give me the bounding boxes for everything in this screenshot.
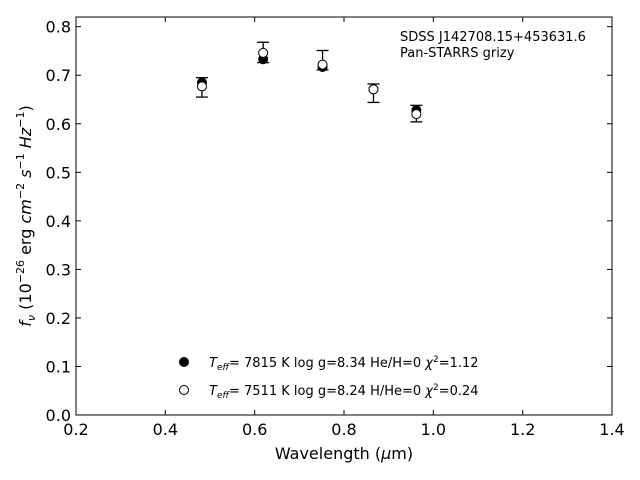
y-tick-label: 0.0 [46, 406, 71, 425]
data-point-open [196, 81, 207, 92]
y-tick-label: 0.7 [46, 66, 71, 85]
y-tick-label: 0.6 [46, 115, 71, 134]
legend-marker-filled [179, 357, 189, 367]
annotation-survey: Pan-STARRS grizy [400, 46, 515, 61]
y-tick-label: 0.2 [46, 309, 71, 328]
legend: Teff= 7815 K log g=8.34 He/H=0 χ2=1.12 T… [179, 355, 479, 401]
data-point-open [258, 47, 269, 58]
y-axis-ticks: 0.0 0.1 0.2 0.3 0.4 0.5 0.6 0.7 0.8 [46, 18, 612, 425]
x-tick-label: 0.8 [331, 420, 356, 439]
x-tick-label: 1.2 [510, 420, 535, 439]
y-tick-label: 0.8 [46, 18, 71, 37]
x-tick-label: 1.4 [599, 420, 624, 439]
legend-marker-open [179, 385, 189, 395]
y-axis-title: fν (10−26 erg cm−2 s−1 Hz−1) [14, 105, 38, 326]
x-tick-label: 0.2 [63, 420, 88, 439]
y-tick-label: 0.1 [46, 357, 71, 376]
data-points [196, 47, 422, 120]
x-tick-label: 1.0 [421, 420, 446, 439]
x-axis-ticks: 0.2 0.4 0.6 0.8 1.0 1.2 1.4 [63, 17, 625, 439]
x-axis-title: Wavelength (μm) [275, 444, 413, 463]
error-bars [195, 41, 423, 123]
legend-label-open: Teff= 7511 K log g=8.24 H/He=0 χ2=0.24 [209, 383, 479, 401]
data-point-open [411, 109, 422, 120]
y-tick-label: 0.4 [46, 212, 71, 231]
x-tick-label: 0.4 [153, 420, 178, 439]
y-tick-label: 0.3 [46, 260, 71, 279]
x-tick-label: 0.6 [242, 420, 267, 439]
data-point-open [317, 59, 328, 70]
annotation-object: SDSS J142708.15+453631.6 [400, 30, 586, 45]
legend-label-filled: Teff= 7815 K log g=8.34 He/H=0 χ2=1.12 [209, 355, 479, 373]
data-point-open [368, 84, 379, 95]
y-tick-label: 0.5 [46, 163, 71, 182]
